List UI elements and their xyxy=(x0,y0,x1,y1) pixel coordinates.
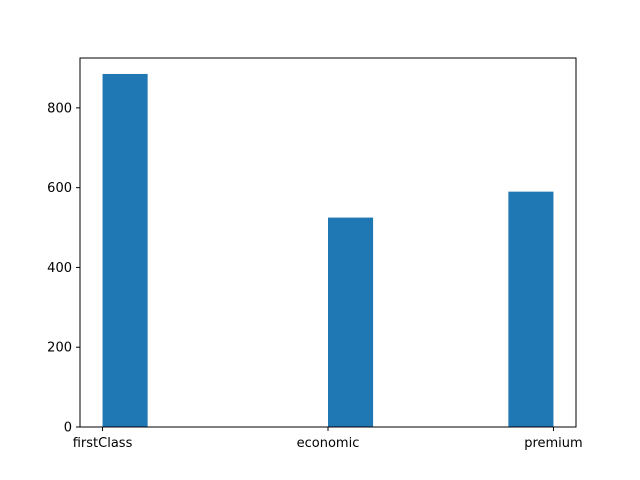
x-tick-label-economic: economic xyxy=(297,436,360,451)
y-tick-label: 0 xyxy=(64,421,72,436)
x-axis: firstClass economic premium xyxy=(73,427,583,451)
y-tick-label: 400 xyxy=(47,261,72,276)
x-tick-label-firstClass: firstClass xyxy=(73,436,133,451)
bars-group xyxy=(102,73,554,427)
bar-firstClass xyxy=(102,73,148,427)
plot-frame xyxy=(79,57,577,428)
bar-economic xyxy=(328,217,374,427)
bar-premium xyxy=(508,191,554,427)
x-tick-label-premium: premium xyxy=(524,436,583,451)
y-tick-label: 800 xyxy=(47,101,72,116)
y-tick-label: 200 xyxy=(47,341,72,356)
y-tick-label: 600 xyxy=(47,181,72,196)
y-axis: 0 200 400 600 800 xyxy=(47,101,80,436)
